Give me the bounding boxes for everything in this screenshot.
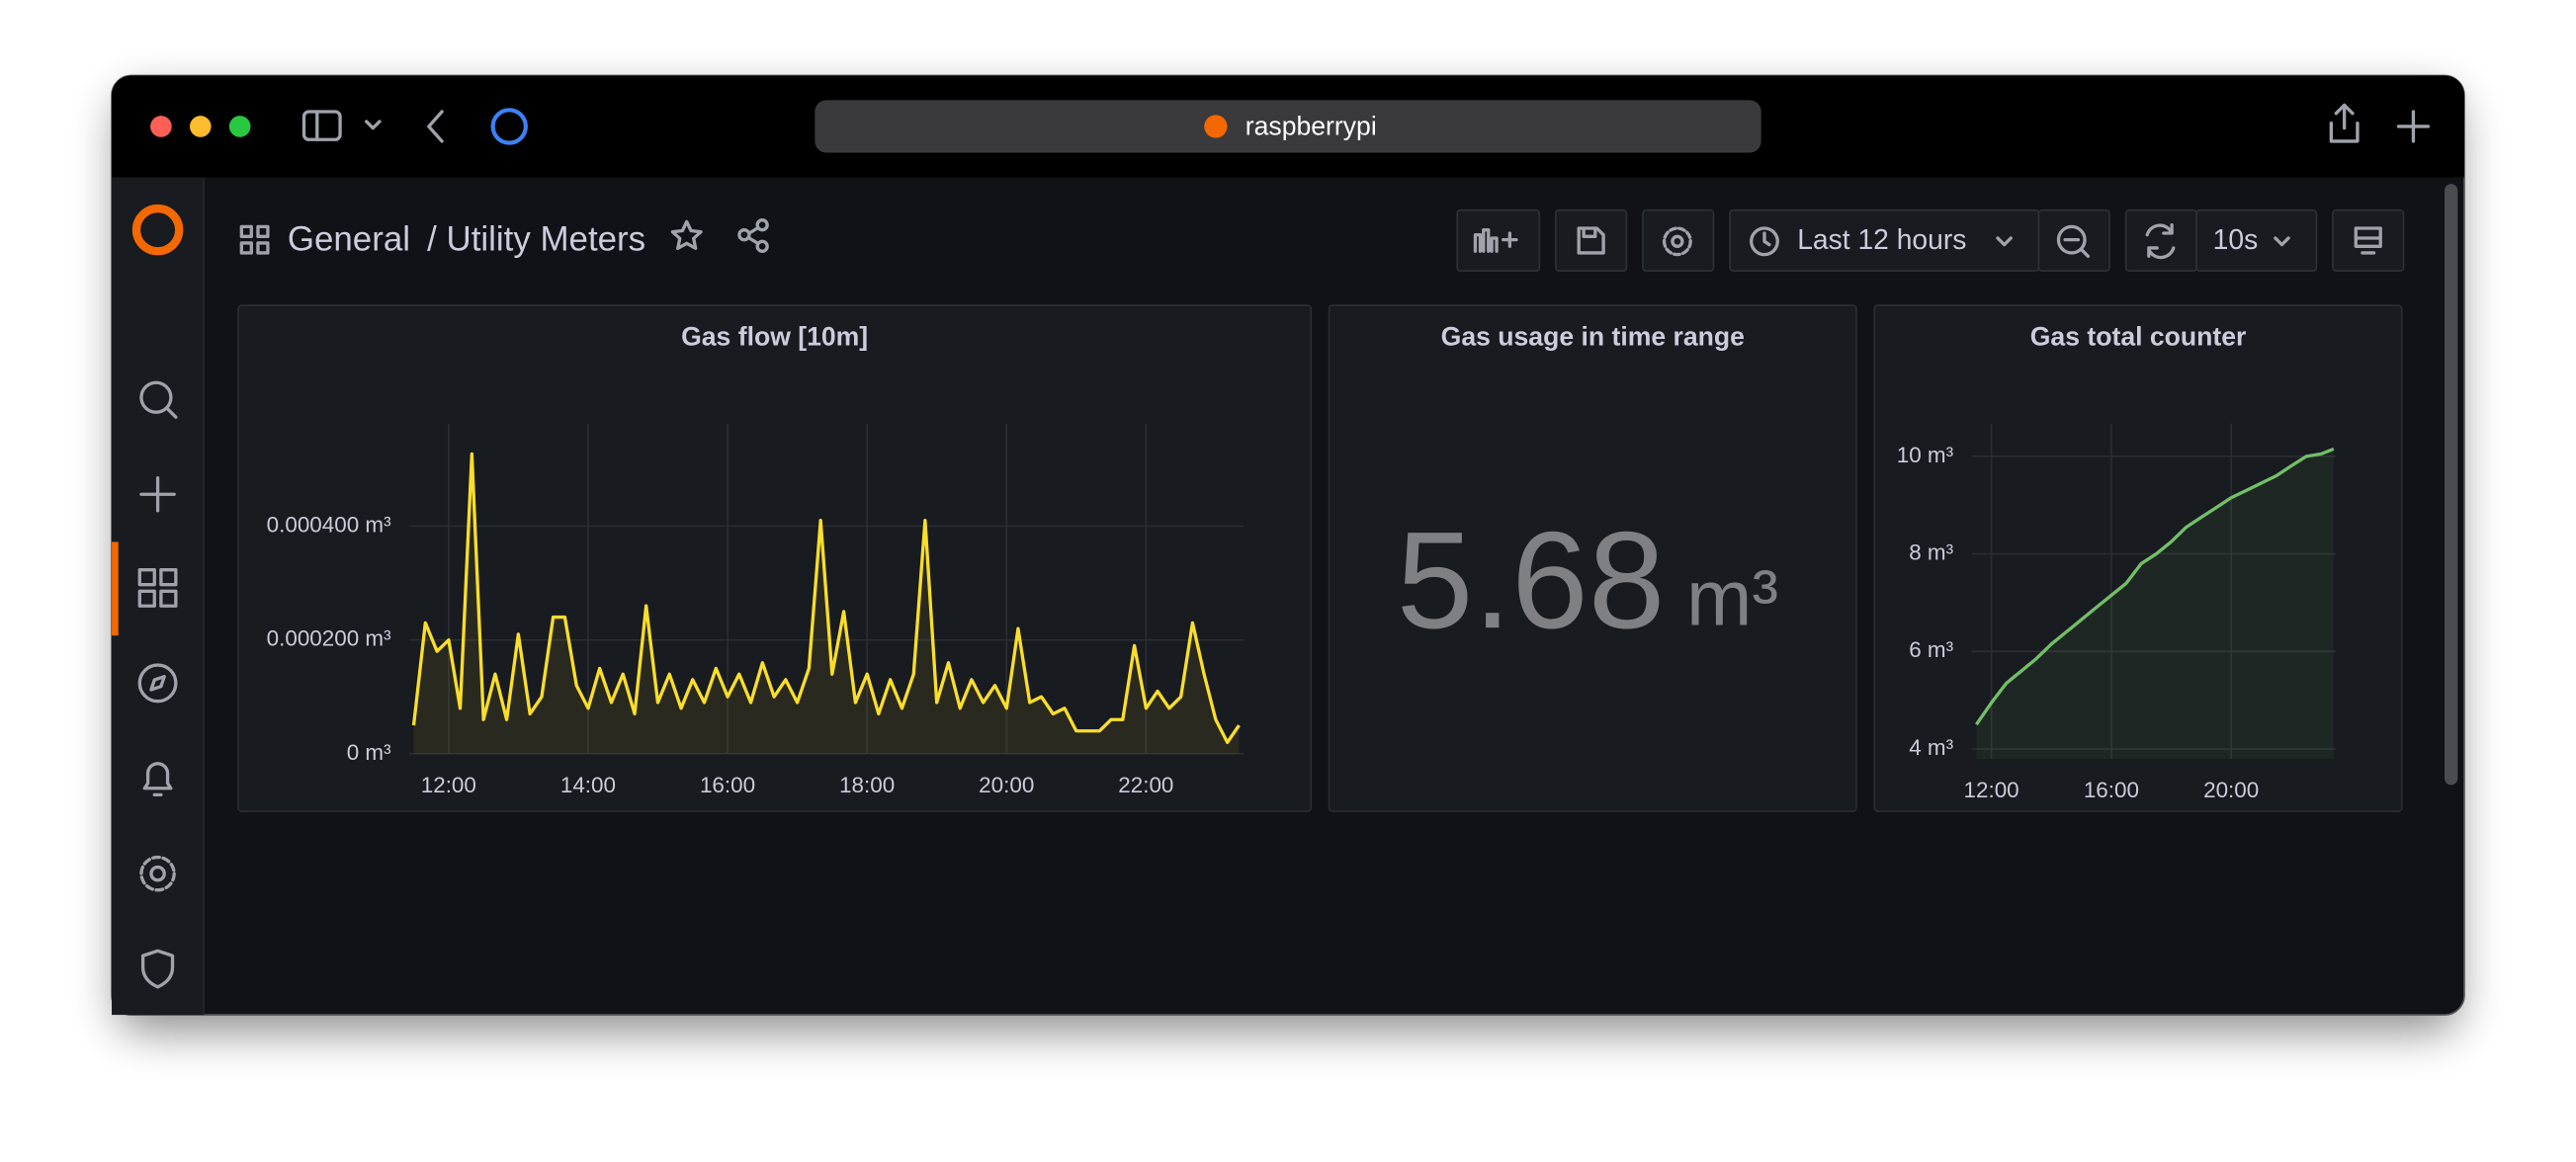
y-tick-label: 10 m³ bbox=[1897, 443, 1954, 467]
x-tick-label: 20:00 bbox=[979, 773, 1034, 797]
settings-button[interactable] bbox=[1642, 208, 1715, 273]
y-tick-label: 0 m³ bbox=[347, 740, 391, 765]
dropdown-caret bbox=[1996, 236, 2013, 247]
scrollbar[interactable] bbox=[2445, 184, 2458, 786]
line bbox=[411, 452, 1241, 745]
refresh-button[interactable] bbox=[2124, 208, 2197, 273]
x-tick-label: 22:00 bbox=[1118, 773, 1173, 797]
x-tick-label: 12:00 bbox=[1964, 778, 2019, 802]
y-tick-label: 6 m³ bbox=[1909, 637, 1953, 662]
tv-mode-button[interactable] bbox=[2332, 208, 2405, 273]
stat-value: 5.68 bbox=[1397, 503, 1666, 657]
sidebar-toggle[interactable] bbox=[301, 110, 342, 141]
settings-icon bbox=[1662, 226, 1692, 257]
dashboard-icon bbox=[239, 224, 270, 255]
tv-icon bbox=[2354, 226, 2382, 255]
save-icon bbox=[1577, 226, 1605, 255]
configuration-icon[interactable] bbox=[139, 855, 176, 892]
tab-menu[interactable] bbox=[364, 120, 382, 130]
y-tick-label: 8 m³ bbox=[1909, 540, 1953, 564]
sidebar bbox=[112, 177, 205, 1016]
explore-icon[interactable] bbox=[137, 663, 178, 704]
password-extension[interactable] bbox=[490, 108, 528, 145]
panel-title: Gas total counter bbox=[2030, 321, 2247, 351]
create-icon[interactable] bbox=[139, 475, 176, 513]
share-dashboard-button[interactable] bbox=[737, 218, 769, 253]
x-tick-label: 20:00 bbox=[2203, 778, 2259, 802]
x-tick-label: 16:00 bbox=[700, 773, 755, 797]
zoom-button[interactable] bbox=[228, 116, 251, 137]
add-panel-icon bbox=[1473, 228, 1518, 253]
toolbar: Last 12 hours 10s bbox=[1456, 208, 2405, 273]
grafana-logo[interactable] bbox=[131, 204, 184, 256]
time-range: Last 12 hours bbox=[1797, 223, 1966, 255]
x-tick-label: 12:00 bbox=[421, 773, 476, 797]
address-bar[interactable] bbox=[815, 100, 1761, 153]
stat-unit: m³ bbox=[1686, 554, 1778, 642]
x-tick-label: 18:00 bbox=[839, 773, 895, 797]
y-tick-label: 4 m³ bbox=[1909, 735, 1953, 760]
save-button[interactable] bbox=[1555, 208, 1628, 273]
site-icon bbox=[1204, 115, 1228, 138]
minimize-button[interactable] bbox=[189, 116, 212, 137]
line bbox=[1974, 447, 2335, 726]
close-button[interactable] bbox=[150, 116, 172, 137]
breadcrumb-folder[interactable]: General bbox=[288, 220, 410, 259]
dashboards-icon[interactable] bbox=[137, 568, 178, 608]
panel-title: Gas usage in time range bbox=[1441, 321, 1745, 351]
share-button[interactable] bbox=[2329, 103, 2360, 143]
add-panel-button[interactable] bbox=[1456, 208, 1541, 273]
breadcrumb-dashboard[interactable]: / Utility Meters bbox=[427, 220, 645, 259]
dropdown-caret bbox=[2274, 236, 2290, 247]
clock-icon bbox=[1750, 226, 1779, 257]
star-button[interactable] bbox=[670, 219, 703, 250]
refresh-interval: 10s bbox=[2213, 223, 2259, 255]
zoom-out-icon bbox=[2056, 224, 2091, 258]
active-indicator bbox=[112, 541, 119, 636]
refresh-interval-picker[interactable] bbox=[2195, 208, 2318, 273]
y-tick-label: 0.000200 m³ bbox=[267, 626, 391, 651]
panel bbox=[1328, 304, 1857, 812]
refresh-icon bbox=[2145, 223, 2176, 260]
area bbox=[1976, 449, 2334, 759]
new-tab-button[interactable] bbox=[2396, 110, 2431, 143]
panel-title: Gas flow [10m] bbox=[681, 321, 868, 351]
alerting-icon[interactable] bbox=[142, 762, 173, 797]
back-button[interactable] bbox=[427, 110, 444, 143]
search-icon[interactable] bbox=[139, 380, 178, 419]
x-tick-label: 16:00 bbox=[2084, 778, 2139, 802]
admin-icon[interactable] bbox=[140, 949, 175, 989]
url: raspberrypi bbox=[1245, 112, 1377, 141]
y-tick-label: 0.000400 m³ bbox=[267, 512, 391, 537]
x-tick-label: 14:00 bbox=[560, 773, 616, 797]
panel bbox=[237, 304, 1313, 812]
